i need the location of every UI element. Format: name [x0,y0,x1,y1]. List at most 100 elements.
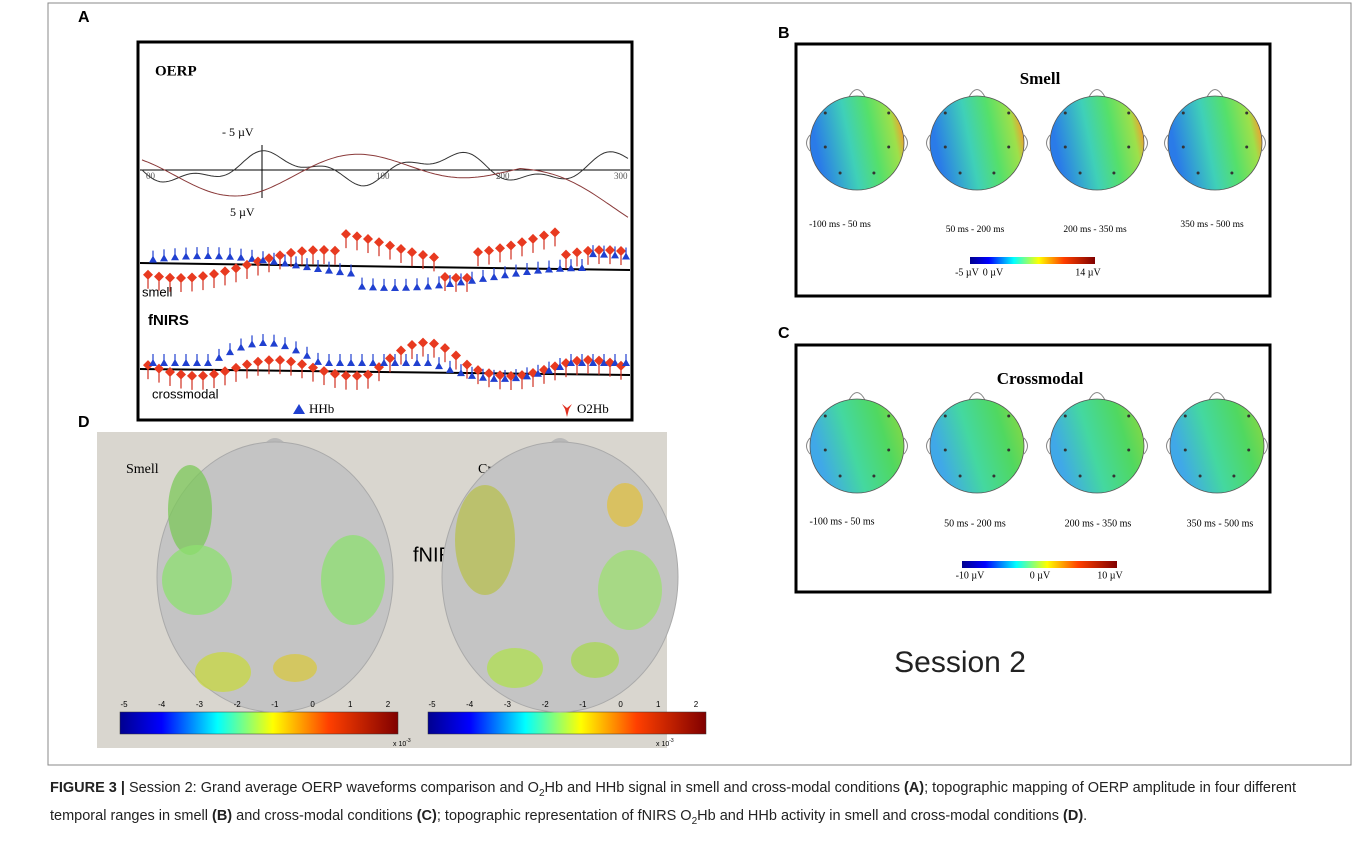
caption-text: (D) [1063,808,1083,824]
time-range: -100 ms - 50 ms [810,516,875,527]
electrode [824,145,827,148]
y-label: - 5 µV [222,125,254,139]
activation [162,545,232,615]
panel-label: A [78,9,90,26]
electrode [887,112,890,115]
activation [168,465,212,555]
colorbar-tick-label: -5 [120,700,128,709]
electrode [872,171,875,174]
unit-base: x 10 [656,741,669,748]
electrode [1127,145,1130,148]
topomap [810,96,904,190]
activation [487,648,543,688]
electrode [824,415,827,418]
panel-title: Smell [1020,69,1061,88]
electrode [1007,448,1010,451]
head-label: Smell [126,462,159,477]
electrode [1007,112,1010,115]
electrode [1127,448,1130,451]
panel-b: Smell -100 ms - 50 ms 50 ms - 200 ms 200… [796,44,1270,296]
activation [195,652,251,692]
condition-label: crossmodal [152,386,219,401]
electrode [1232,474,1235,477]
caption-text: and cross-modal conditions [232,808,417,824]
colorbar-label: 14 µV [1075,267,1101,278]
caption-text: ; topographic representation of fNIRS O [437,808,692,824]
electrode [1127,112,1130,115]
electrode [1247,415,1250,418]
figure: A B C D OERP - 5 µV 5 µV 00 100 200 300 … [0,0,1355,770]
electrode [992,474,995,477]
electrode [1182,145,1185,148]
electrode [944,448,947,451]
electrode [1112,171,1115,174]
electrode [1245,145,1248,148]
caption-text: (B) [212,808,232,824]
colorbar [962,561,1117,568]
unit-exponent: -3 [406,738,411,744]
panel-label: B [778,25,790,42]
x-tick-label: 300 [614,171,628,181]
electrode [1182,112,1185,115]
time-range: 50 ms - 200 ms [944,518,1006,529]
colorbar-tick-label: -1 [579,700,587,709]
caption-text: Hb and HHb activity in smell and cross-m… [697,808,1063,824]
colorbar-tick-label: 1 [656,700,661,709]
panel-title: Crossmodal [997,369,1084,388]
caption-figure: FIGURE 3 | [50,780,125,796]
electrode [1007,415,1010,418]
topomap [810,399,904,493]
caption-text: Hb and HHb signal in smell and cross-mod… [545,780,904,796]
electrode [1007,145,1010,148]
electrode [887,448,890,451]
session-label: Session 2 [894,646,1026,679]
colorbar-label: 10 µV [1097,570,1123,581]
figure-caption: FIGURE 3 | Session 2: Grand average OERP… [50,777,1340,833]
electrode [1199,474,1202,477]
topomap [930,96,1024,190]
colorbar-tick-label: -5 [428,700,436,709]
colorbar-label: -10 µV [956,570,986,581]
electrode [1245,112,1248,115]
electrode [959,171,962,174]
electrode [824,448,827,451]
legend-label: HHb [309,401,334,416]
caption-text: Session 2: Grand average OERP waveforms … [125,780,539,796]
electrode [1112,474,1115,477]
time-range: -100 ms - 50 ms [809,220,871,230]
electrode [959,474,962,477]
colorbar-tick-label: -2 [234,700,242,709]
panel-label: D [78,414,90,431]
time-range: 350 ms - 500 ms [1187,518,1254,529]
electrode [1197,171,1200,174]
electrode [887,145,890,148]
colorbar-tick-label: -1 [271,700,279,709]
electrode [1127,415,1130,418]
colorbar [120,712,398,734]
panel-title: OERP [155,63,197,79]
electrode [872,474,875,477]
electrode [944,112,947,115]
condition-label: smell [142,284,172,299]
topomap [1168,96,1262,190]
electrode [1064,415,1067,418]
time-range: 50 ms - 200 ms [946,225,1005,235]
colorbar-tick-label: -4 [466,700,474,709]
electrode [824,112,827,115]
topomap [1170,399,1264,493]
unit-base: x 10 [393,741,406,748]
legend-label: O2Hb [577,401,609,416]
panel-label: C [778,325,790,342]
time-range: 200 ms - 350 ms [1065,518,1132,529]
y-label: 5 µV [230,205,255,219]
electrode [944,145,947,148]
electrode [1184,415,1187,418]
electrode [839,171,842,174]
colorbar-label: 0 µV [983,267,1004,278]
caption-text: . [1083,808,1087,824]
colorbar-tick-label: 2 [694,700,699,709]
colorbar-tick-label: 2 [386,700,391,709]
colorbar-tick-label: 0 [310,700,315,709]
modality-label: fNIRS [148,312,189,329]
panel-c: Crossmodal -100 ms - 50 ms 50 ms - 200 m… [796,345,1270,592]
